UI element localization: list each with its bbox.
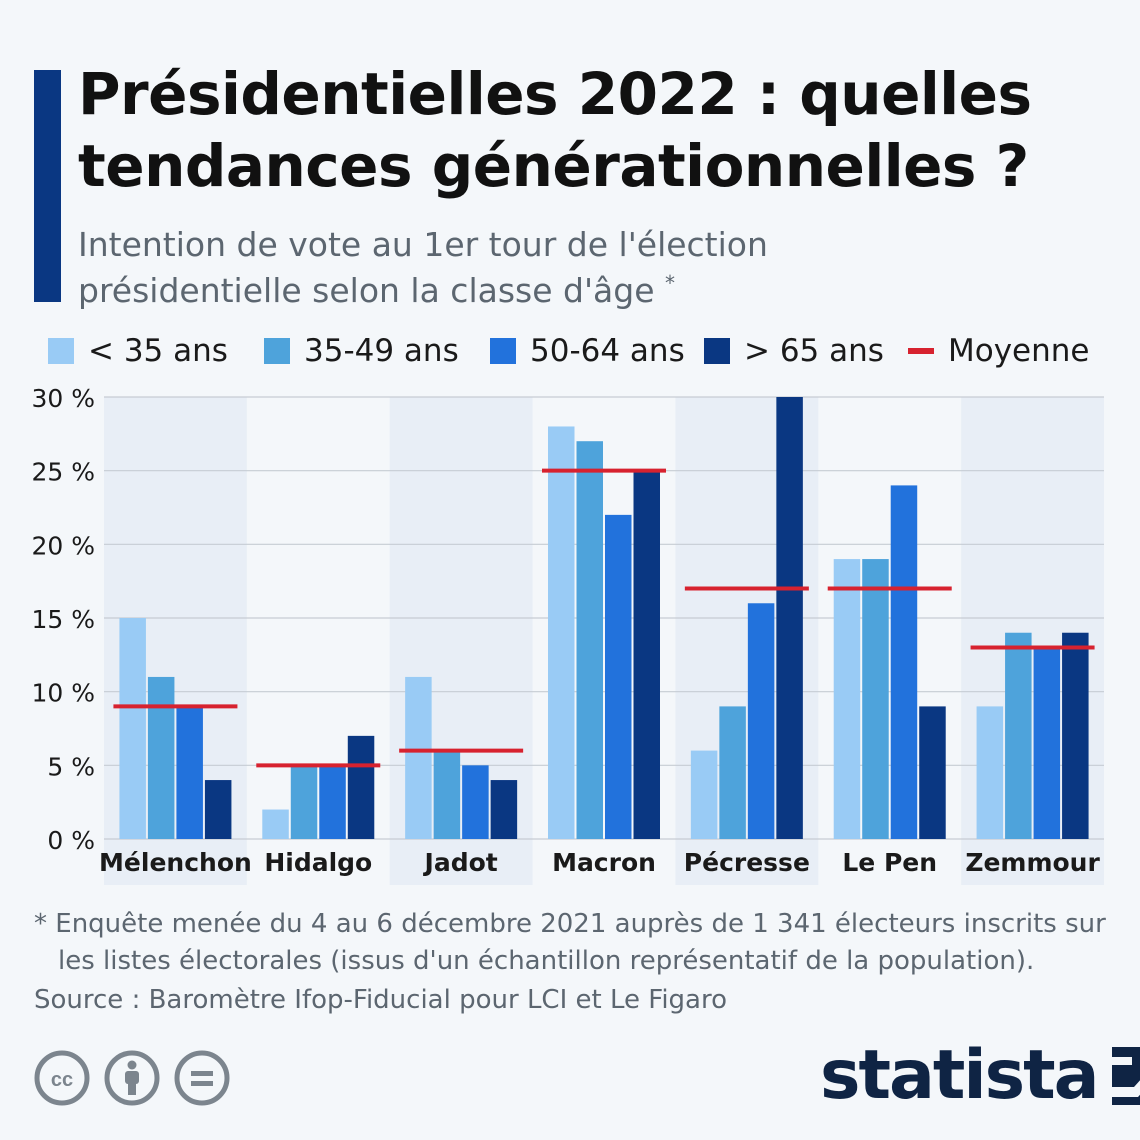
bar	[204, 780, 232, 839]
bar	[548, 426, 575, 839]
legend-item-50-64: 50-64 ans	[490, 330, 685, 372]
legend-label: < 35 ans	[88, 333, 228, 369]
statista-mark-icon	[1111, 1047, 1140, 1105]
creative-commons-icon[interactable]: cc	[34, 1050, 90, 1106]
chart-title: Présidentielles 2022 : quelles tendances…	[78, 60, 1032, 200]
bar	[976, 706, 1004, 839]
bar	[319, 765, 346, 839]
svg-text:cc: cc	[51, 1069, 73, 1091]
chart-legend: < 35 ans 35-49 ans 50-64 ans > 65 ans Mo…	[48, 330, 1118, 372]
bar	[490, 780, 518, 839]
bar	[633, 470, 660, 839]
survey-footnote: * Enquête menée du 4 au 6 décembre 2021 …	[34, 906, 1114, 980]
legend-swatch	[490, 338, 516, 364]
footnote-line-1: * Enquête menée du 4 au 6 décembre 2021 …	[34, 909, 1106, 939]
bar	[833, 559, 861, 839]
y-tick-label: 30 %	[31, 384, 95, 413]
attribution-icon[interactable]	[104, 1050, 160, 1106]
bar	[1033, 647, 1061, 839]
y-tick-label: 5 %	[47, 752, 95, 781]
y-tick-label: 15 %	[31, 605, 95, 634]
bar	[433, 750, 461, 839]
y-tick-label: 20 %	[31, 531, 95, 560]
legend-label: 35-49 ans	[304, 333, 459, 369]
subtitle-text: Intention de vote au 1er tour de l'élect…	[78, 225, 768, 310]
legend-line	[908, 348, 934, 354]
x-tick-label: Mélenchon	[99, 848, 252, 877]
legend-item-under-35: < 35 ans	[48, 330, 228, 372]
no-derivatives-icon[interactable]	[174, 1050, 230, 1106]
bar	[919, 706, 946, 839]
x-tick-label: Macron	[552, 848, 656, 877]
bar	[890, 485, 918, 839]
legend-swatch	[48, 338, 74, 364]
bar	[290, 765, 318, 839]
bar	[462, 765, 489, 839]
footnote-line-2: les listes électorales (issus d'un échan…	[58, 946, 1035, 976]
brand-wordmark: statista	[820, 1036, 1100, 1115]
bar	[776, 397, 803, 839]
bar	[147, 676, 175, 839]
x-tick-label: Le Pen	[842, 848, 937, 877]
statista-logo[interactable]: statista	[820, 1040, 1140, 1112]
subtitle-asterisk: *	[665, 271, 676, 295]
bar	[405, 676, 432, 839]
y-tick-label: 0 %	[47, 826, 95, 855]
bar	[176, 706, 203, 839]
legend-label: 50-64 ans	[530, 333, 685, 369]
title-accent-bar	[34, 70, 61, 302]
legend-label: > 65 ans	[744, 333, 884, 369]
chart-subtitle: Intention de vote au 1er tour de l'élect…	[78, 222, 978, 314]
source-note: Source : Baromètre Ifop-Fiducial pour LC…	[34, 985, 728, 1015]
x-tick-label: Jadot	[423, 848, 498, 877]
x-tick-label: Zemmour	[965, 848, 1100, 877]
bar	[1005, 632, 1032, 839]
bar	[747, 603, 775, 839]
x-tick-label: Pécresse	[684, 848, 810, 877]
legend-item-average: Moyenne	[908, 330, 1090, 372]
y-tick-label: 10 %	[31, 679, 95, 708]
y-tick-label: 25 %	[31, 458, 95, 487]
bar	[1062, 632, 1089, 839]
bar	[576, 441, 603, 839]
bar	[719, 706, 746, 839]
license-icons: cc	[34, 1050, 230, 1106]
legend-item-over-65: > 65 ans	[704, 330, 884, 372]
legend-label: Moyenne	[948, 333, 1090, 369]
bar	[862, 559, 889, 839]
legend-item-35-49: 35-49 ans	[264, 330, 459, 372]
legend-swatch	[264, 338, 290, 364]
bar	[262, 809, 289, 839]
x-tick-label: Hidalgo	[264, 848, 372, 877]
legend-swatch	[704, 338, 730, 364]
bar-chart: 0 % 5 % 10 % 15 % 20 % 25 % 30 % Mélenchon Hidal…	[31, 384, 1104, 885]
bar	[605, 514, 632, 839]
bar	[690, 750, 718, 839]
bar	[119, 618, 146, 839]
bar	[347, 735, 375, 839]
